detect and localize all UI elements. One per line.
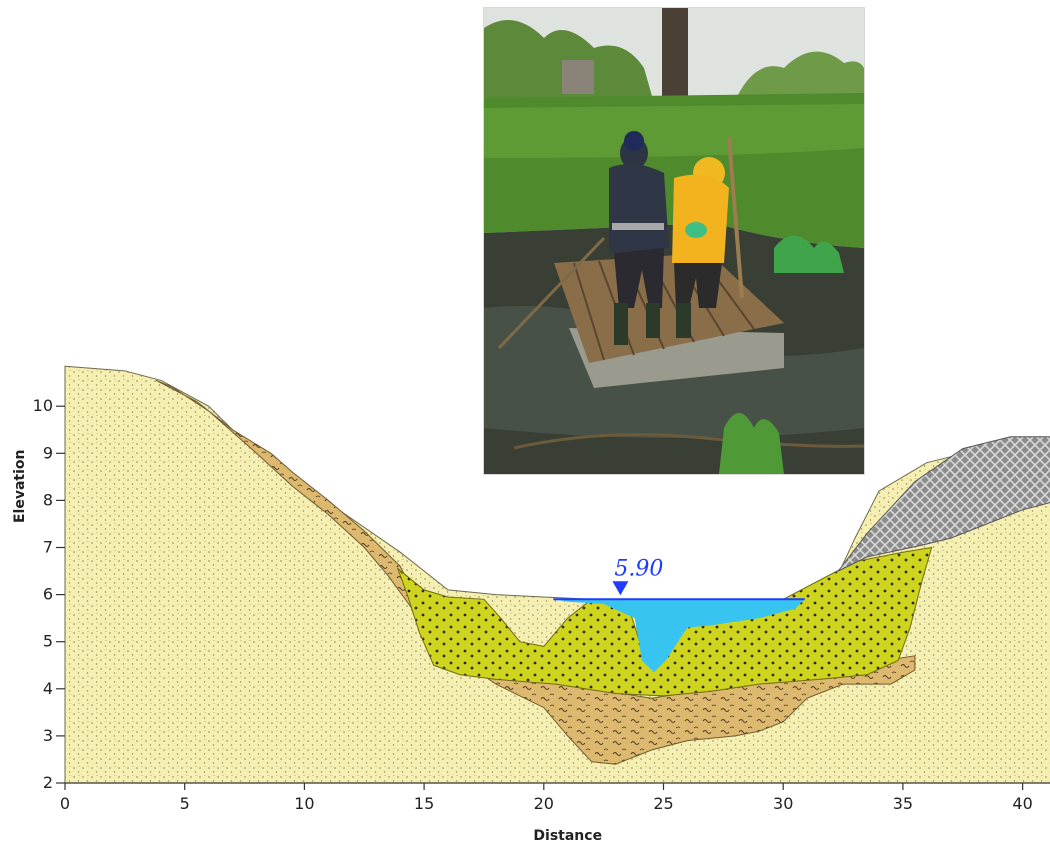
x-tick-label: 35 (893, 794, 913, 813)
y-tick-label: 4 (43, 679, 53, 698)
y-tick-label: 10 (33, 396, 53, 415)
water-level-label: 5.90 (614, 556, 663, 581)
y-tick-label: 2 (43, 773, 53, 792)
water-level-marker: 5.90 (612, 556, 663, 596)
photo-person-1-boot-left (614, 303, 628, 345)
photo-person-3-head (624, 131, 644, 151)
y-axis-title: Elevation (12, 450, 28, 524)
water-body (553, 599, 805, 673)
photo-trees-right (734, 51, 864, 103)
x-tick-label: 0 (60, 794, 70, 813)
photo-person-2-glove (685, 222, 707, 238)
y-tick-label: 3 (43, 726, 53, 745)
photo-person-1-body (609, 164, 669, 253)
photo-pole-left (497, 236, 606, 350)
organic-layer (396, 546, 933, 697)
silt-layer (155, 379, 916, 765)
y-tick-label: 9 (43, 443, 53, 462)
photo-person-2-body (672, 174, 729, 263)
y-axis-ticks: 2 3 4 5 6 7 8 9 10 (33, 396, 65, 792)
water-level-triangle-icon (612, 581, 629, 596)
axes: 0 5 10 15 20 25 30 35 40 2 3 4 5 6 7 8 9 10 Distance Ele… (12, 396, 1050, 844)
rock-layer (837, 436, 1050, 572)
x-tick-label: 30 (773, 794, 793, 813)
y-tick-label: 5 (43, 632, 53, 651)
photo-person-1-boot-right (646, 303, 660, 338)
y-tick-label: 6 (43, 585, 53, 604)
photo-foreground-plants (719, 413, 784, 474)
y-tick-label: 7 (43, 538, 53, 557)
photo-tree-trunk (662, 8, 688, 100)
y-tick-label: 8 (43, 490, 53, 509)
x-axis-ticks: 0 5 10 15 20 25 30 35 40 (60, 783, 1033, 813)
x-tick-label: 5 (180, 794, 190, 813)
x-tick-label: 10 (294, 794, 314, 813)
photo-person-2-boot (676, 303, 691, 338)
x-axis-title: Distance (533, 828, 602, 844)
photo-grass-highlight (484, 104, 864, 158)
photo-person-2-legs (674, 263, 722, 308)
photo-person-1-stripe (612, 223, 664, 230)
photo-green-plant-right (774, 235, 844, 273)
photo-person-1-legs (614, 248, 664, 308)
x-tick-label: 25 (653, 794, 673, 813)
photo-branches (513, 433, 864, 450)
x-tick-label: 40 (1012, 794, 1032, 813)
field-photo (483, 7, 865, 475)
photo-pole (727, 137, 744, 299)
soil-layers (64, 365, 1050, 784)
photo-platform-deck (554, 253, 784, 363)
x-tick-label: 15 (414, 794, 434, 813)
x-tick-label: 20 (534, 794, 554, 813)
photo-shed (562, 60, 594, 94)
